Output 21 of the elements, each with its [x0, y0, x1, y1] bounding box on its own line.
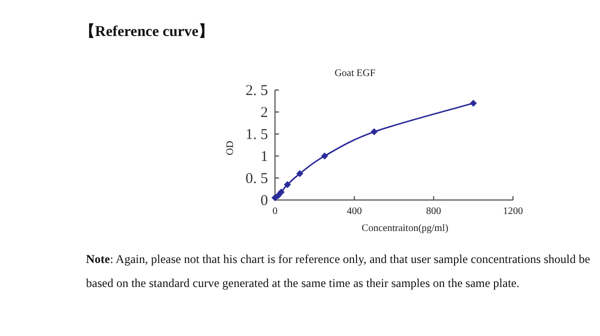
y-tick-label: 1. 5 — [246, 127, 268, 143]
point — [274, 192, 282, 200]
x-tick-label: 1200 — [503, 206, 523, 217]
point — [321, 152, 328, 160]
x-tick-label: 400 — [346, 206, 362, 217]
point — [370, 128, 378, 136]
x-tick-label: 0 — [272, 206, 278, 217]
chart-title: Goat EGF — [334, 68, 376, 79]
y-tick-label: 2. 5 — [246, 83, 268, 99]
point — [284, 181, 291, 188]
y-tick-label: 0. 5 — [246, 171, 268, 187]
text: 【Reference curve】 — [80, 22, 214, 41]
x-tick-label: 800 — [426, 206, 442, 217]
point — [296, 170, 304, 178]
x-axis-title: Concentraiton(pg/ml) — [362, 223, 448, 234]
point — [470, 100, 477, 107]
text: Note: Again, please not that his chart is for reference only, and that user sample concentrations should be based on the standard curve generated at the same time as their samples on the same plate. — [86, 251, 592, 292]
y-tick-label: 2 — [260, 105, 268, 121]
point — [278, 188, 285, 196]
y-axis-title: OD — [225, 140, 236, 156]
y-tick-label: 1 — [260, 149, 268, 165]
